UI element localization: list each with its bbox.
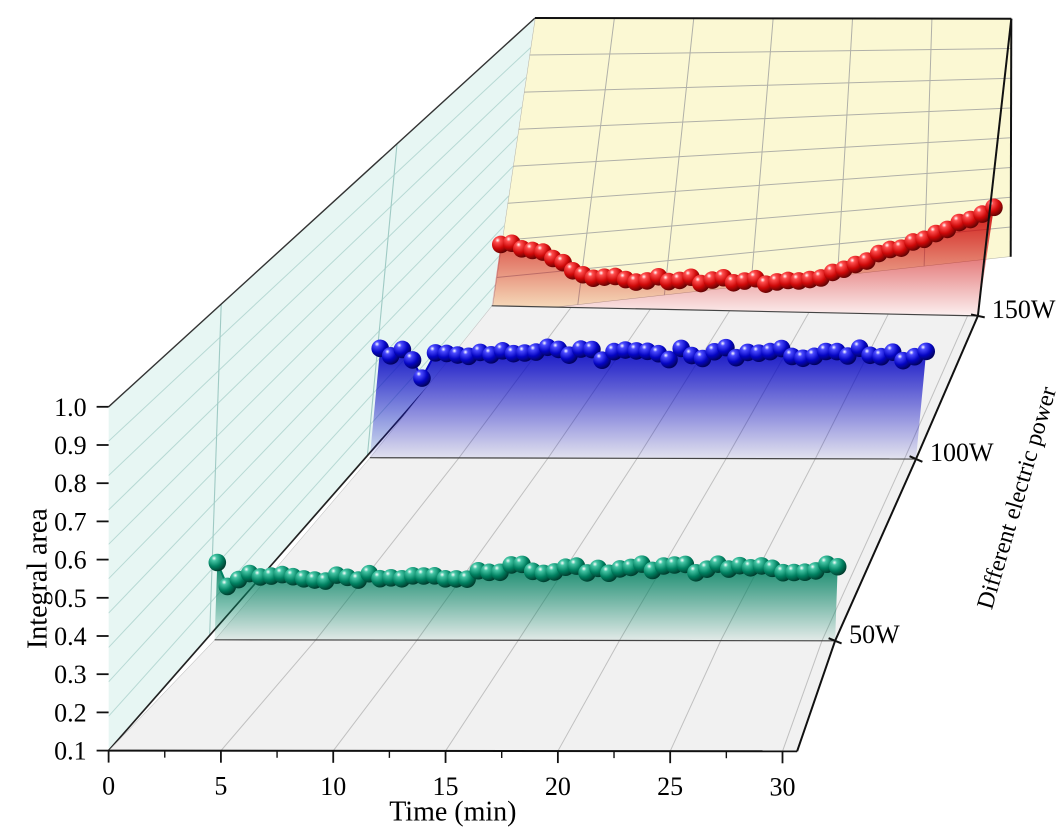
svg-text:30: 30 (770, 772, 796, 801)
svg-text:0.5: 0.5 (54, 584, 87, 613)
svg-text:100W: 100W (930, 438, 994, 467)
svg-text:1.0: 1.0 (54, 393, 87, 422)
svg-text:150W: 150W (992, 295, 1056, 324)
svg-text:0.2: 0.2 (54, 698, 87, 727)
svg-text:0.1: 0.1 (54, 737, 87, 766)
svg-text:50W: 50W (849, 620, 900, 649)
svg-text:5: 5 (214, 772, 227, 801)
svg-text:0.4: 0.4 (54, 622, 87, 651)
svg-text:0: 0 (102, 772, 115, 801)
svg-text:0.6: 0.6 (54, 546, 87, 575)
svg-text:10: 10 (320, 772, 346, 801)
svg-text:0.8: 0.8 (54, 469, 87, 498)
svg-text:0.7: 0.7 (54, 507, 87, 536)
svg-text:0.9: 0.9 (54, 431, 87, 460)
svg-text:25: 25 (657, 772, 683, 801)
svg-text:20: 20 (545, 772, 571, 801)
svg-text:Integral area: Integral area (23, 508, 54, 649)
svg-text:0.3: 0.3 (54, 660, 87, 689)
svg-text:Time (min): Time (min) (389, 797, 516, 828)
